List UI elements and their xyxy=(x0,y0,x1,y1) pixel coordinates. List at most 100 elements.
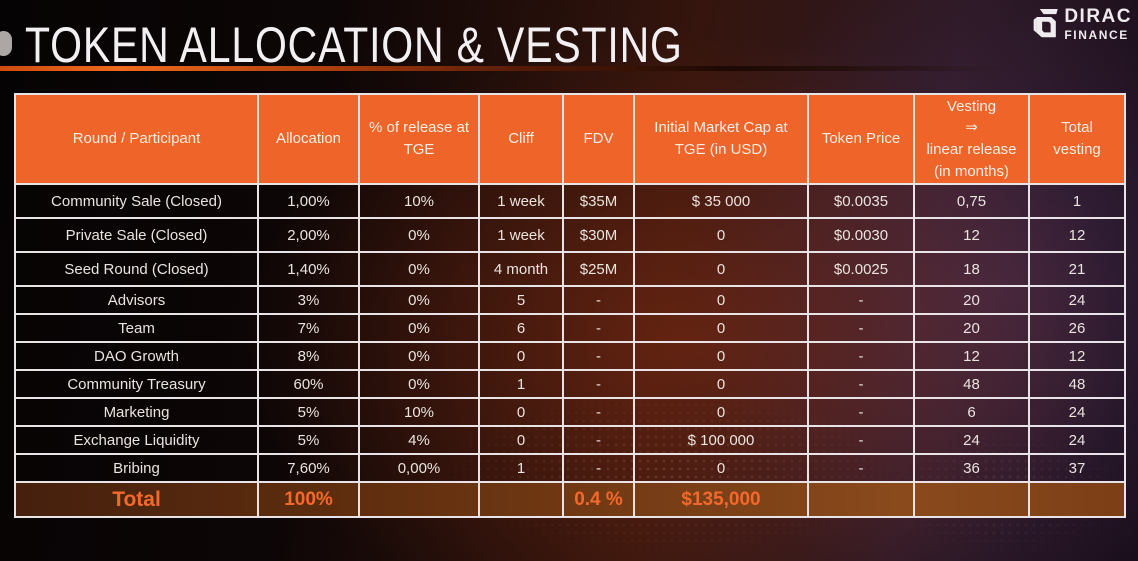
table-row: Community Sale (Closed) 1,00% 10% 1 week $35… xyxy=(14,183,1126,219)
table-cell: 1 xyxy=(478,453,564,483)
table-header-row: Round / Participant Allocation % of rele… xyxy=(14,93,1126,185)
table-cell: DAO Growth xyxy=(14,341,259,371)
table-cell: 12 xyxy=(1028,217,1126,253)
total-allocation: 100% xyxy=(257,481,360,518)
logo-name: DIRAC xyxy=(1064,6,1132,27)
table-cell: 0% xyxy=(358,369,480,399)
table-cell: - xyxy=(807,313,915,343)
table-cell: 0 xyxy=(633,397,809,427)
table-cell: 0 xyxy=(633,341,809,371)
table-cell: - xyxy=(807,285,915,315)
col-header-initial-market-cap: Initial Market Cap at TGE (in USD) xyxy=(633,93,809,185)
table-cell: Seed Round (Closed) xyxy=(14,251,259,287)
table-cell: - xyxy=(807,453,915,483)
table-cell: 1 xyxy=(1028,183,1126,219)
table-cell: 1,00% xyxy=(257,183,360,219)
table-row: Exchange Liquidity 5% 4% 0- $ 100 000-24 24 xyxy=(14,425,1126,455)
table-cell: Marketing xyxy=(14,397,259,427)
table-cell: - xyxy=(807,369,915,399)
total-token-price xyxy=(807,481,915,518)
total-cliff xyxy=(478,481,564,518)
table-body: Community Sale (Closed) 1,00% 10% 1 week $35… xyxy=(14,183,1126,483)
table-cell: 18 xyxy=(913,251,1030,287)
table-cell: 37 xyxy=(1028,453,1126,483)
table-cell: 36 xyxy=(913,453,1030,483)
table-cell: 12 xyxy=(1028,341,1126,371)
table-row: Team 7% 0% 6-0-20 26 xyxy=(14,313,1126,343)
table-cell: $0.0035 xyxy=(807,183,915,219)
table-cell: - xyxy=(807,425,915,455)
table-cell: 4 month xyxy=(478,251,564,287)
col-header-vesting-linear-release: Vesting ⇒ linear release (in months) xyxy=(913,93,1030,185)
total-total-vesting xyxy=(1028,481,1126,518)
col-header-release-at-tge: % of release at TGE xyxy=(358,93,480,185)
total-vesting-months xyxy=(913,481,1030,518)
table-cell: 0 xyxy=(633,285,809,315)
title-underline xyxy=(0,66,1010,71)
table-row: Community Treasury 60% 0% 1-0-48 48 xyxy=(14,369,1126,399)
table-cell: 0 xyxy=(478,425,564,455)
table-cell: 12 xyxy=(913,217,1030,253)
table-cell: 5 xyxy=(478,285,564,315)
table-cell: - xyxy=(562,285,635,315)
table-cell: $0.0025 xyxy=(807,251,915,287)
table-cell: 0,75 xyxy=(913,183,1030,219)
table-cell: Team xyxy=(14,313,259,343)
table-cell: 24 xyxy=(1028,425,1126,455)
table-cell: 24 xyxy=(913,425,1030,455)
table-cell: 7,60% xyxy=(257,453,360,483)
table-cell: 0% xyxy=(358,217,480,253)
table-cell: Bribing xyxy=(14,453,259,483)
table-cell: $ 100 000 xyxy=(633,425,809,455)
screen-artifact xyxy=(0,31,12,56)
allocation-table: Round / Participant Allocation % of rele… xyxy=(14,93,1126,518)
table-cell: 20 xyxy=(913,313,1030,343)
table-cell: $25M xyxy=(562,251,635,287)
table-cell: 7% xyxy=(257,313,360,343)
table-cell: 0 xyxy=(633,453,809,483)
table-cell: 1,40% xyxy=(257,251,360,287)
table-cell: 6 xyxy=(478,313,564,343)
table-cell: Community Treasury xyxy=(14,369,259,399)
total-label: Total xyxy=(14,481,259,518)
logo-text: DIRAC FINANCE xyxy=(1064,7,1132,41)
table-cell: $35M xyxy=(562,183,635,219)
table-cell: 4% xyxy=(358,425,480,455)
table-cell: 26 xyxy=(1028,313,1126,343)
table-row: Private Sale (Closed) 2,00% 0% 1 week $30M 0 $… xyxy=(14,217,1126,253)
table-cell: 24 xyxy=(1028,397,1126,427)
table-cell: 5% xyxy=(257,397,360,427)
table-cell: - xyxy=(807,397,915,427)
table-cell: 10% xyxy=(358,183,480,219)
table-cell: 1 xyxy=(478,369,564,399)
table-cell: 21 xyxy=(1028,251,1126,287)
table-cell: - xyxy=(807,341,915,371)
col-header-fdv: FDV xyxy=(562,93,635,185)
table-cell: 48 xyxy=(1028,369,1126,399)
page-title: TOKEN ALLOCATION & VESTING xyxy=(25,17,683,73)
table-cell: 1 week xyxy=(478,183,564,219)
table-row: Marketing 5% 10% 0-0-6 24 xyxy=(14,397,1126,427)
table-cell: - xyxy=(562,453,635,483)
table-cell: 20 xyxy=(913,285,1030,315)
table-cell: Private Sale (Closed) xyxy=(14,217,259,253)
table-cell: - xyxy=(562,313,635,343)
table-cell: - xyxy=(562,425,635,455)
table-cell: Community Sale (Closed) xyxy=(14,183,259,219)
table-cell: 0% xyxy=(358,313,480,343)
table-cell: 0 xyxy=(478,341,564,371)
table-cell: Exchange Liquidity xyxy=(14,425,259,455)
table-cell: 5% xyxy=(257,425,360,455)
table-cell: 48 xyxy=(913,369,1030,399)
table-row: Seed Round (Closed) 1,40% 0% 4 month $25M 0 $0… xyxy=(14,251,1126,287)
table-cell: 0 xyxy=(633,251,809,287)
col-header-total-vesting: Total vesting xyxy=(1028,93,1126,185)
table-cell: 1 week xyxy=(478,217,564,253)
table-cell: 12 xyxy=(913,341,1030,371)
table-row: DAO Growth 8% 0% 0-0-12 12 xyxy=(14,341,1126,371)
table-cell: 0,00% xyxy=(358,453,480,483)
table-cell: 6 xyxy=(913,397,1030,427)
table-cell: 24 xyxy=(1028,285,1126,315)
table-cell: 60% xyxy=(257,369,360,399)
